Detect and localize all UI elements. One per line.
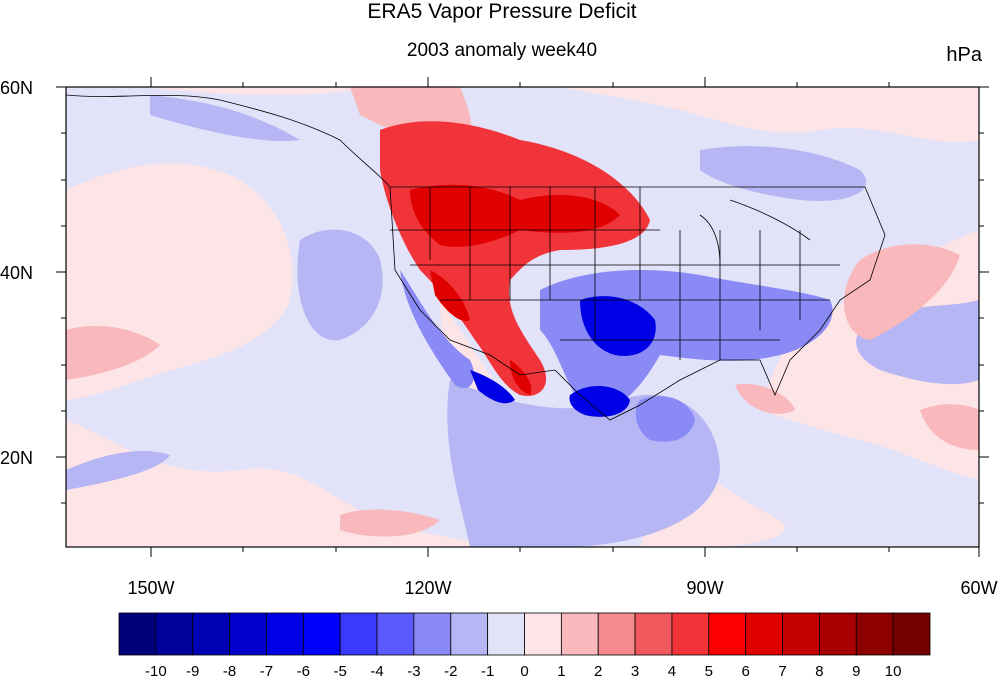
- colorbar-tick-label: 1: [557, 663, 565, 680]
- colorbar-tick-label: -9: [186, 663, 199, 680]
- colorbar-swatch: [708, 612, 747, 656]
- colorbar-swatch: [819, 612, 857, 656]
- colorbar-tick-label: -7: [260, 663, 273, 680]
- colorbar-tick-label: 8: [815, 663, 823, 680]
- colorbar-swatch: [855, 612, 894, 656]
- colorbar-swatch: [192, 612, 230, 656]
- longitude-ticks: [150, 77, 980, 557]
- colorbar-swatch: [487, 612, 525, 656]
- colorbar-swatch: [782, 612, 820, 656]
- colorbar-tick-label: 0: [520, 663, 528, 680]
- colorbar-swatch: [266, 612, 304, 656]
- lat-label-60n: 60N: [0, 78, 33, 98]
- colorbar-tick-label: 10: [885, 663, 902, 680]
- chart-title: ERA5 Vapor Pressure Deficit: [367, 0, 637, 23]
- colorbar-tick-label: 9: [852, 663, 860, 680]
- colorbar-tick-label: 6: [742, 663, 750, 680]
- lat-label-40n: 40N: [0, 263, 33, 283]
- units-label: hPa: [946, 44, 982, 66]
- colorbar-swatch: [450, 612, 489, 656]
- colorbar-swatch: [339, 612, 378, 656]
- lat-label-20n: 20N: [0, 448, 33, 468]
- colorbar-tick-label: -2: [444, 663, 457, 680]
- colorbar-swatch: [745, 612, 783, 656]
- colorbar-tick-label: -10: [145, 663, 167, 680]
- colorbar-tick-label: -8: [223, 663, 236, 680]
- colorbar-swatch: [560, 612, 599, 656]
- map-field: [66, 87, 979, 547]
- colorbar-labels: -10 -9 -8 -7 -6 -5 -4 -3 -2 -1 0 1 2 3 4 5 6 7 8 9 10: [145, 663, 901, 680]
- lon-label-60w: 60W: [960, 578, 997, 598]
- anomaly-negative-light: [66, 95, 979, 547]
- colorbar-swatch: [892, 612, 931, 656]
- colorbar-swatch: [413, 612, 452, 656]
- anomaly-negative-strong: [470, 296, 656, 417]
- colorbar-swatch: [118, 612, 157, 656]
- colorbar-tick-label: 3: [631, 663, 639, 680]
- colorbar-tick-label: -5: [334, 663, 347, 680]
- colorbar-swatch: [524, 612, 562, 656]
- colorbar-swatch: [229, 612, 267, 656]
- lon-label-150w: 150W: [127, 578, 174, 598]
- colorbar-swatch: [597, 612, 636, 656]
- colorbar-swatch: [376, 612, 415, 656]
- colorbar-tick-label: 7: [778, 663, 786, 680]
- colorbar-tick-label: 4: [668, 663, 676, 680]
- right-ticks: [979, 86, 989, 504]
- political-boundaries: [66, 94, 886, 421]
- colorbar: [118, 612, 931, 656]
- colorbar-tick-label: -6: [297, 663, 310, 680]
- colorbar-tick-label: -1: [481, 663, 494, 680]
- colorbar-swatch: [671, 612, 710, 656]
- map-frame: [65, 86, 980, 548]
- colorbar-tick-label: 5: [705, 663, 713, 680]
- colorbar-tick-label: 2: [594, 663, 602, 680]
- lon-label-120w: 120W: [404, 578, 451, 598]
- colorbar-tick-label: -3: [407, 663, 420, 680]
- colorbar-tick-label: -4: [370, 663, 383, 680]
- colorbar-swatch: [155, 612, 194, 656]
- latitude-ticks: [56, 86, 66, 504]
- colorbar-swatch: [634, 612, 673, 656]
- colorbar-swatch: [302, 612, 341, 656]
- anomaly-positive-deep: [410, 184, 620, 395]
- lon-label-90w: 90W: [686, 578, 723, 598]
- chart-subtitle: 2003 anomaly week40: [406, 40, 598, 61]
